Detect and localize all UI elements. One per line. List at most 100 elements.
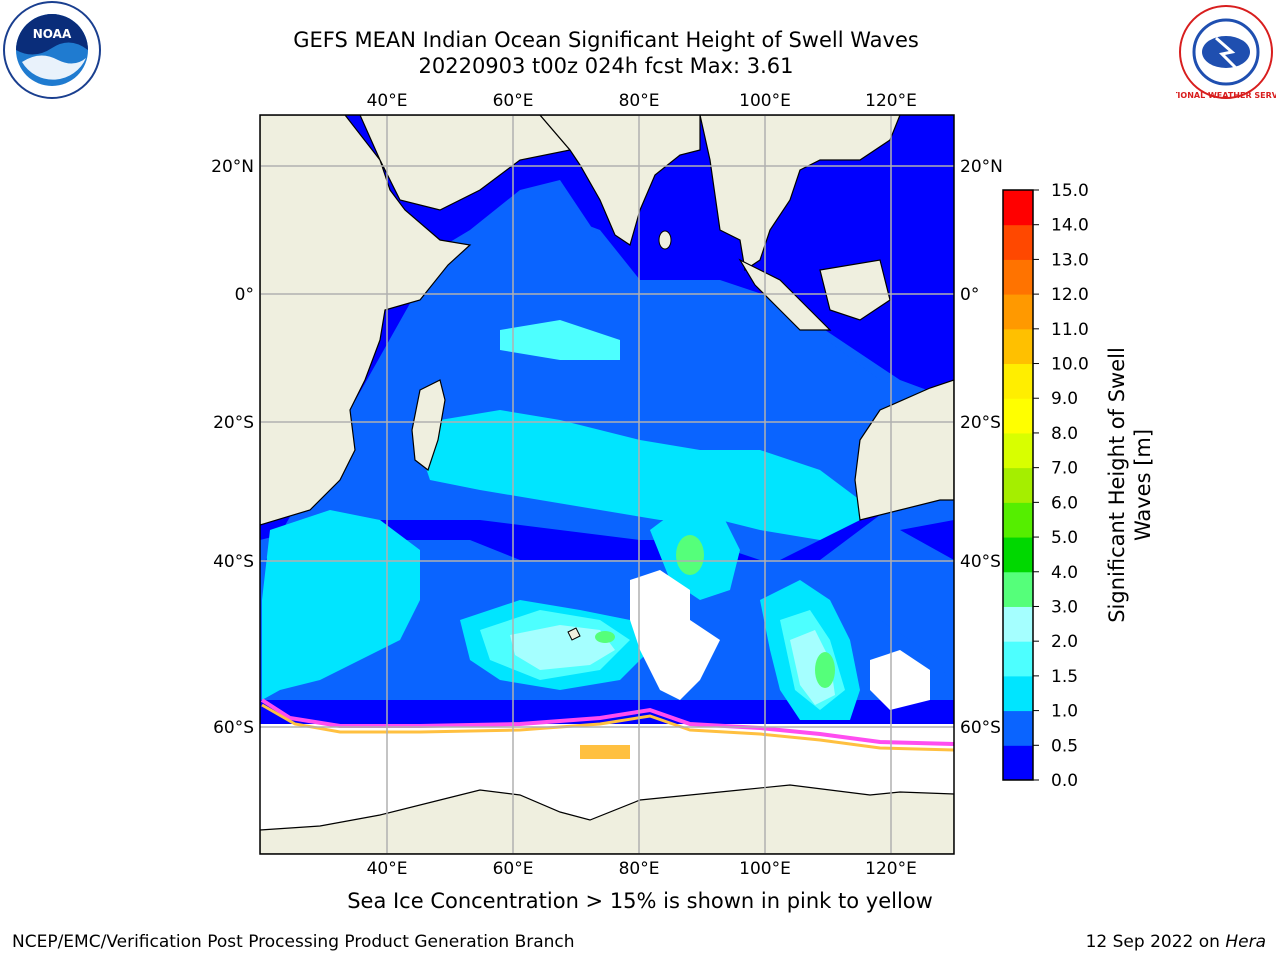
colorbar-segment: [1003, 710, 1033, 746]
colorbar-segment: [1003, 606, 1033, 642]
lat-label-right: 40°S: [960, 552, 1001, 572]
producer-credit: NCEP/EMC/Verification Post Processing Pr…: [12, 932, 575, 952]
land-madagascar: [411, 379, 446, 471]
colorbar-tick-label: 3.0: [1051, 597, 1078, 617]
colorbar-tick-label: 1.5: [1051, 667, 1078, 687]
colorbar-label: Significant Height of Swell: [1105, 347, 1129, 623]
colorbar-segment: [1003, 328, 1033, 365]
lon-label-top: 120°E: [865, 91, 917, 111]
map-gridlines: [260, 115, 954, 854]
colorbar-tick-label: 14.0: [1051, 216, 1089, 236]
ice-patch: [580, 745, 630, 759]
lat-labels-left: 20°N 0° 20°S 40°S 60°S: [211, 157, 254, 738]
lon-label-top: 100°E: [739, 91, 791, 111]
lon-label-bottom: 60°E: [493, 859, 534, 879]
colorbar-tick-label: 5.0: [1051, 528, 1078, 548]
lon-label-top: 60°E: [493, 91, 534, 111]
run-machine: Hera: [1225, 932, 1266, 952]
lon-label-bottom: 80°E: [619, 859, 660, 879]
lat-label-right: 60°S: [960, 718, 1001, 738]
colorbar-segment: [1003, 294, 1033, 330]
colorbar-frame: [1002, 189, 1034, 781]
colorbar-tick-label: 6.0: [1051, 493, 1078, 513]
colorbar-tick-label: 11.0: [1051, 320, 1089, 340]
land-sri-lanka: [658, 230, 672, 250]
lon-labels-bottom: 40°E 60°E 80°E 100°E 120°E: [367, 859, 917, 879]
lat-labels-right: 20°N 0° 20°S 40°S 60°S: [960, 157, 1003, 738]
colorbar-tick-label: 8.0: [1051, 424, 1078, 444]
colorbar-segment: [1003, 502, 1033, 538]
colorbar-segment: [1003, 363, 1033, 399]
lon-label-top: 80°E: [619, 91, 660, 111]
colorbar-tick-label: 2.0: [1051, 632, 1078, 652]
chart-title: GEFS MEAN Indian Ocean Significant Heigh…: [293, 28, 919, 52]
colorbar-tick-label: 4.0: [1051, 563, 1078, 583]
colorbar-segment: [1003, 537, 1033, 573]
lat-label-right: 0°: [960, 285, 979, 305]
colorbar-segment: [1003, 571, 1033, 607]
map-panel: [260, 115, 954, 854]
land-australia: [854, 379, 954, 521]
lat-label-right: 20°N: [960, 157, 1003, 177]
swell-band-1p5: [500, 320, 620, 360]
colorbar-segment: [1003, 432, 1033, 469]
colorbar-tick-label: 0.0: [1051, 771, 1078, 791]
lon-label-bottom: 100°E: [739, 859, 791, 879]
no-data-patch: [630, 570, 720, 700]
colorbar-tick-label: 10.0: [1051, 355, 1089, 375]
land-kerguelen: [567, 627, 581, 641]
sea-ice-edge-yellow: [261, 703, 954, 752]
colorbar-tick-label: 12.0: [1051, 285, 1089, 305]
swell-max-area: [676, 535, 704, 575]
colorbar-tick-label: 13.0: [1051, 250, 1089, 270]
swell-band-1p0-sw: [262, 510, 420, 700]
land-indonesia: [738, 258, 832, 331]
noaa-logo: NOAA: [0, 0, 104, 108]
lon-label-top: 40°E: [367, 91, 408, 111]
colorbar-segment: [1003, 224, 1033, 260]
no-data-patch-b: [870, 650, 930, 710]
colorbar-segment: [1003, 398, 1033, 434]
lat-label-left: 20°S: [213, 413, 254, 433]
lon-labels-top: 40°E 60°E 80°E 100°E 120°E: [367, 91, 917, 111]
colorbar-tick-label: 7.0: [1051, 459, 1078, 479]
colorbar-tick-label: 0.5: [1051, 736, 1078, 756]
map-frame: [259, 114, 955, 855]
sea-ice-note: Sea Ice Concentration > 15% is shown in …: [347, 889, 933, 913]
land-borneo: [819, 259, 891, 321]
colorbar-segment: [1003, 745, 1033, 781]
sea-ice-edge: [260, 698, 954, 746]
colorbar-tick-label: 15.0: [1051, 181, 1089, 201]
run-date: 12 Sep 2022 on: [1085, 932, 1226, 952]
lat-label-left: 20°N: [211, 157, 254, 177]
nws-logo-text: NATIONAL WEATHER SERVICE: [1176, 91, 1276, 100]
noaa-logo-text: NOAA: [33, 27, 72, 41]
run-info: 12 Sep 2022 on Hera: [1086, 932, 1266, 952]
colorbar-segment: [1003, 259, 1033, 295]
colorbar-segment: [1003, 467, 1033, 503]
colorbar-tick-label: 1.0: [1051, 702, 1078, 722]
swell-band-0p5-north: [400, 180, 940, 450]
lon-label-bottom: 120°E: [865, 859, 917, 879]
lat-label-left: 40°S: [213, 552, 254, 572]
colorbar-segment: [1003, 190, 1033, 226]
swell-max-area-c: [595, 631, 615, 643]
swell-band-2p0: [510, 625, 615, 670]
lat-label-right: 20°S: [960, 413, 1001, 433]
nws-logo: NATIONAL WEATHER SERVICE: [1160, 4, 1280, 108]
chart-subtitle: 20220903 t00z 024h fcst Max: 3.61: [418, 54, 794, 78]
swell-band-1p0: [420, 410, 860, 540]
colorbar-label-units: Waves [m]: [1131, 429, 1155, 541]
land-southeast-asia: [699, 115, 901, 272]
land-antarctica: [260, 784, 954, 854]
colorbar: 0.0 0.5 1.0 1.5 2.0 3.0 4.0 5.0 6.0 7.0 8.0 9.0 10.0…: [1002, 181, 1089, 791]
lat-label-left: 0°: [235, 285, 254, 305]
colorbar-segment: [1003, 675, 1033, 712]
land-india: [539, 115, 701, 246]
lon-label-bottom: 40°E: [367, 859, 408, 879]
swell-max-area-b: [815, 652, 835, 688]
colorbar-segment: [1003, 641, 1033, 677]
lat-label-left: 60°S: [213, 718, 254, 738]
colorbar-tick-label: 9.0: [1051, 389, 1078, 409]
